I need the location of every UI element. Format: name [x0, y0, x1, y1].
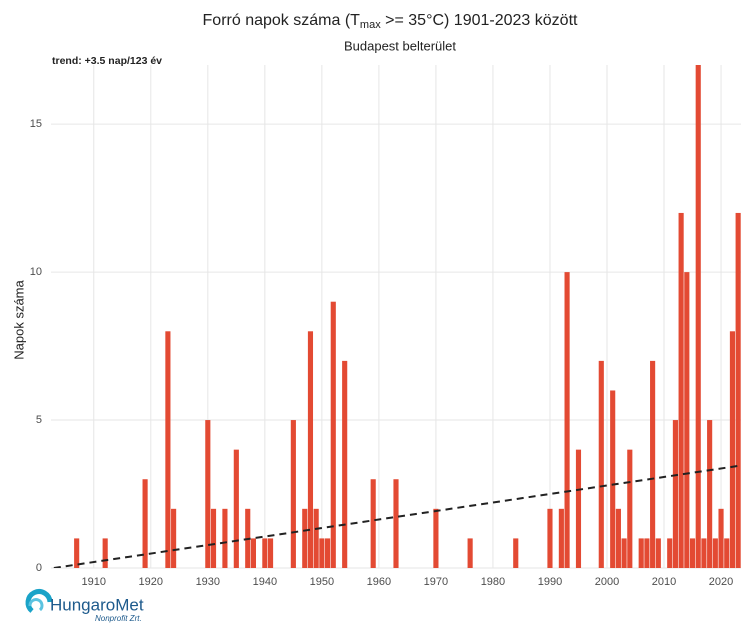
bar — [171, 508, 177, 568]
bar — [712, 538, 718, 568]
bar — [342, 360, 348, 568]
chart-title: Forró napok száma (Tmax >= 35°C) 1901-20… — [203, 12, 578, 31]
bar — [210, 508, 217, 568]
x-tick-label: 2000 — [595, 576, 619, 588]
bar — [513, 538, 519, 568]
bar — [644, 538, 650, 568]
bar — [575, 449, 582, 568]
bar — [250, 538, 257, 568]
logo-icon — [28, 598, 44, 612]
logo-name: HungaroMet — [50, 595, 144, 614]
y-tick-label: 0 — [36, 562, 42, 574]
bar — [233, 449, 239, 568]
title-part: >= 35°C) 1901-2023 között — [381, 12, 578, 29]
bar — [222, 508, 228, 568]
bar — [102, 538, 108, 568]
x-tick-label: 1990 — [538, 576, 562, 588]
logo-sub: Nonprofit Zrt. — [95, 614, 142, 623]
bar — [672, 420, 678, 568]
bar — [564, 272, 570, 568]
bar — [142, 479, 148, 568]
y-axis-label: Napok száma — [11, 279, 26, 359]
x-tick-label: 1930 — [196, 576, 220, 588]
bar — [370, 479, 376, 568]
bar — [433, 508, 439, 568]
x-tick-label: 2020 — [709, 576, 733, 588]
bar — [701, 538, 707, 568]
y-tick-label: 15 — [30, 118, 42, 130]
bar — [678, 212, 684, 569]
bar — [290, 420, 296, 568]
title-part: Forró napok száma (T — [203, 12, 361, 29]
x-tick-label: 1970 — [424, 576, 448, 588]
x-tick-label: 1980 — [481, 576, 505, 588]
logo-icon — [25, 589, 53, 613]
x-tick-label: 1940 — [253, 576, 277, 588]
bar — [598, 360, 604, 568]
bar — [689, 538, 696, 568]
bar — [718, 508, 724, 568]
bar — [325, 538, 331, 568]
trend-line — [53, 464, 739, 568]
bar — [627, 449, 633, 568]
bar — [558, 508, 564, 568]
bar — [393, 479, 399, 568]
bar — [707, 420, 713, 568]
x-tick-label: 1960 — [367, 576, 391, 588]
bar — [684, 272, 690, 568]
y-tick-label: 10 — [30, 266, 42, 278]
bar — [307, 331, 314, 568]
bar — [735, 212, 741, 569]
bar — [74, 538, 80, 568]
bar — [267, 538, 274, 568]
logo: HungaroMet Nonprofit Zrt. — [25, 589, 144, 623]
y-tick-label: 5 — [36, 414, 42, 426]
chart-subtitle: Budapest belterület — [344, 38, 456, 53]
bar — [729, 331, 736, 568]
bar — [650, 360, 656, 568]
bar — [302, 508, 308, 568]
title-subscript: max — [360, 19, 381, 31]
bar — [330, 301, 336, 568]
bar — [615, 508, 621, 568]
bar — [638, 538, 644, 568]
bar — [165, 331, 171, 568]
bar — [205, 420, 211, 568]
bar — [621, 538, 627, 568]
bar — [262, 538, 268, 568]
x-tick-label: 1950 — [310, 576, 334, 588]
bar — [313, 508, 319, 568]
bar — [655, 538, 661, 568]
x-tick-label: 2010 — [652, 576, 676, 588]
x-tick-label: 1910 — [82, 576, 106, 588]
annotation: trend: +3.5 nap/123 év — [52, 55, 162, 67]
x-tick-label: 1920 — [139, 576, 163, 588]
bar — [547, 508, 553, 568]
bar — [610, 390, 616, 568]
bar — [724, 538, 730, 568]
bar — [667, 538, 673, 568]
bar — [695, 65, 701, 568]
bar — [319, 538, 325, 568]
bar — [467, 538, 473, 568]
